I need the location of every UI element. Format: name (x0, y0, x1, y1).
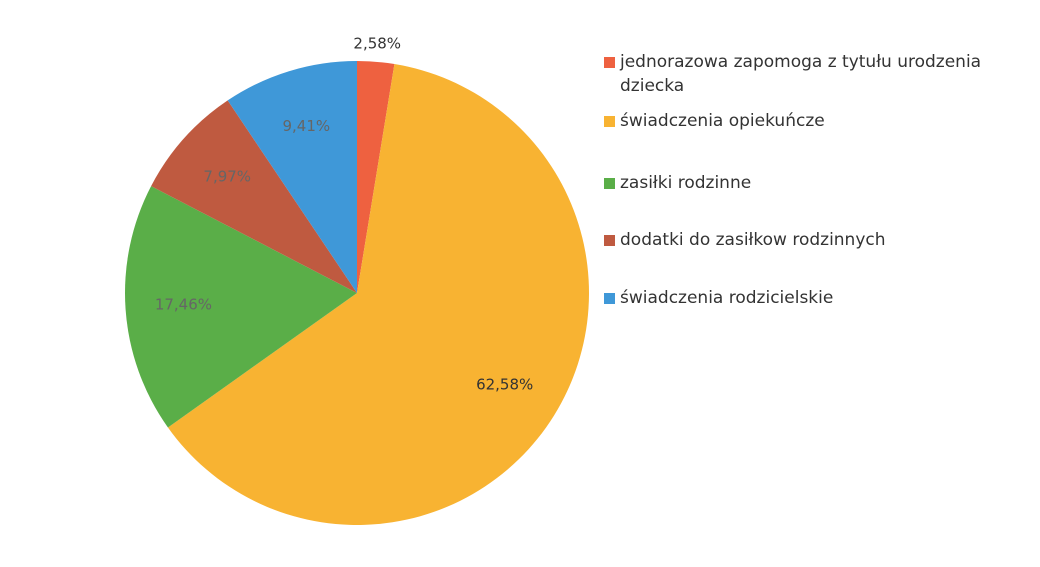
pie-slice (151, 100, 357, 293)
legend-label: świadczenia opiekuńcze (620, 111, 825, 131)
pie-slice (124, 186, 358, 428)
legend-label: świadczenia rodzicielskie (620, 288, 834, 308)
legend-swatch (604, 293, 615, 304)
legend-item: jednorazowa zapomoga z tytułu urodzenia … (604, 50, 1024, 98)
data-label: 17,46% (155, 296, 212, 314)
legend-item: dodatki do zasiłkow rodzinnych (604, 228, 1024, 252)
legend-item: zasiłki rodzinne (604, 171, 1024, 195)
pie-slice (357, 61, 395, 293)
pie-area: 2,58% 62,58% 17,46% 7,97% 9,41% (124, 34, 589, 525)
data-label: 2,58% (353, 34, 401, 52)
legend-label: jednorazowa zapomoga z tytułu urodzenia … (620, 52, 982, 96)
legend-label: dodatki do zasiłkow rodzinnych (620, 230, 886, 250)
data-label: 9,41% (282, 117, 330, 135)
legend-item: świadczenia rodzicielskie (604, 286, 1024, 310)
legend-swatch (604, 178, 615, 189)
pie-slice (167, 64, 589, 525)
legend-label: zasiłki rodzinne (620, 173, 752, 193)
data-label: 62,58% (476, 376, 533, 394)
legend-swatch (604, 235, 615, 246)
pie-slice (227, 61, 357, 293)
legend-item: świadczenia opiekuńcze (604, 109, 1024, 133)
legend-swatch (604, 116, 615, 127)
data-label: 7,97% (203, 168, 251, 186)
legend-swatch (604, 57, 615, 68)
